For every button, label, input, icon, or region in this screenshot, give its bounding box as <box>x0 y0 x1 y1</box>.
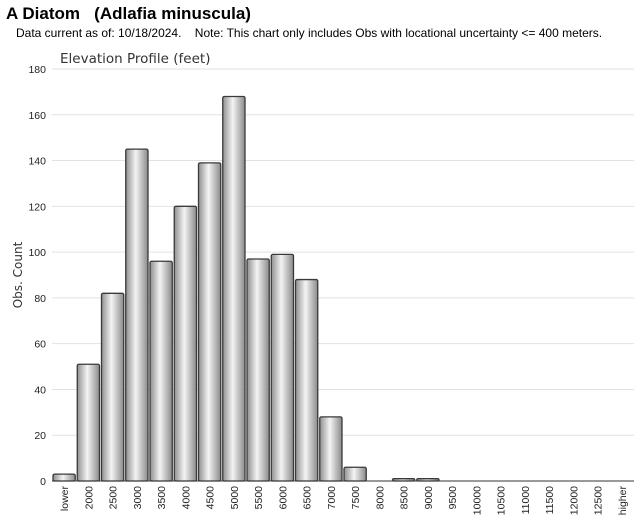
bar <box>197 162 222 482</box>
bar <box>125 148 149 482</box>
y-axis-label: Obs. Count <box>11 241 25 308</box>
x-tick-label: 2500 <box>108 486 120 510</box>
x-tick-label: 8500 <box>399 486 411 510</box>
bar <box>270 253 295 482</box>
x-tick-label: 8000 <box>374 486 386 510</box>
bar <box>52 473 76 482</box>
x-tick-label: higher <box>617 486 629 516</box>
bar <box>149 260 173 482</box>
x-tick-label: 12000 <box>568 486 580 515</box>
x-tick-label: 6500 <box>302 486 314 510</box>
x-tick-label: 10500 <box>496 486 508 515</box>
y-tick-label: 180 <box>28 64 46 76</box>
x-tick-label: 11500 <box>544 486 556 515</box>
bar <box>76 363 101 482</box>
bars <box>52 95 440 482</box>
y-tick-label: 60 <box>34 339 46 351</box>
x-tick-label: 2000 <box>83 486 95 510</box>
x-tick-label: 10000 <box>471 486 483 515</box>
x-tick-label: 9500 <box>447 486 459 510</box>
y-tick-label: 0 <box>40 476 46 488</box>
x-tick-label: lower <box>59 485 71 511</box>
x-tick-label: 11000 <box>520 486 532 515</box>
bar <box>100 292 125 482</box>
x-tick-label: 3500 <box>156 486 168 510</box>
bar <box>319 416 343 482</box>
y-tick-labels: 0 20 40 60 80 100 120 140 160 180 <box>28 64 46 488</box>
y-tick-label: 160 <box>28 110 46 122</box>
x-tick-label: 4500 <box>205 486 217 510</box>
x-tick-label: 7000 <box>326 486 338 510</box>
bar <box>246 258 270 482</box>
page-title: A Diatom (Adlafia minuscula) <box>6 4 251 23</box>
bar <box>222 95 246 482</box>
y-tick-label: 80 <box>34 293 46 305</box>
bar <box>173 205 198 482</box>
y-tick-label: 40 <box>34 384 46 396</box>
x-tick-label: 4000 <box>180 486 192 510</box>
chart-title: Elevation Profile (feet) <box>60 51 210 67</box>
x-tick-label: 9000 <box>423 486 435 510</box>
x-tick-labels: lower 2000 2500 3000 3500 4000 4500 5000 5500 600… <box>59 485 629 515</box>
y-tick-label: 140 <box>28 156 46 168</box>
gridlines <box>52 68 634 436</box>
y-tick-label: 20 <box>34 430 46 442</box>
bar <box>343 466 367 482</box>
x-tick-label: 12500 <box>593 486 605 515</box>
data-note: Data current as of: 10/18/2024. Note: Th… <box>16 26 603 40</box>
bar <box>294 278 319 482</box>
x-tick-label: 3000 <box>132 486 144 510</box>
x-tick-label: 7500 <box>350 486 362 510</box>
x-tick-label: 6000 <box>277 486 289 510</box>
y-tick-label: 100 <box>28 247 46 259</box>
y-tick-label: 120 <box>28 201 46 213</box>
x-tick-label: 5500 <box>253 486 265 510</box>
x-tick-label: 5000 <box>229 486 241 510</box>
